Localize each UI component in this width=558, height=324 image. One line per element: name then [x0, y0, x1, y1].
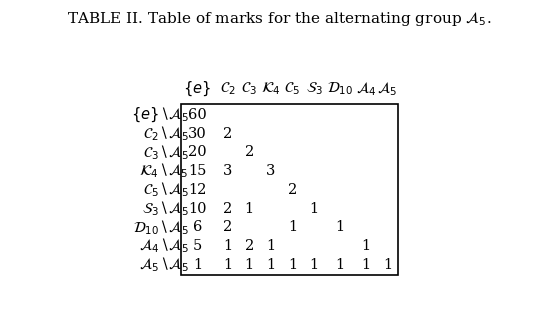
Text: 60: 60 [188, 108, 206, 122]
Text: $\mathcal{A}_4$: $\mathcal{A}_4$ [355, 80, 376, 98]
Text: 2: 2 [223, 127, 232, 141]
Text: $\{e\}\!\setminus\!\mathcal{A}_5$: $\{e\}\!\setminus\!\mathcal{A}_5$ [131, 106, 189, 124]
Text: 1: 1 [362, 239, 371, 253]
Text: 1: 1 [223, 258, 232, 272]
Text: 1: 1 [223, 239, 232, 253]
Text: 5: 5 [193, 239, 202, 253]
Text: 2: 2 [244, 145, 254, 159]
Text: 1: 1 [266, 239, 276, 253]
Text: $\mathcal{C}_3$: $\mathcal{C}_3$ [241, 80, 257, 97]
Text: 10: 10 [188, 202, 206, 215]
Text: 15: 15 [188, 164, 206, 178]
Text: $\mathcal{C}_5\!\setminus\!\mathcal{A}_5$: $\mathcal{C}_5\!\setminus\!\mathcal{A}_5… [143, 180, 189, 199]
Text: 30: 30 [188, 127, 206, 141]
Text: 1: 1 [288, 220, 297, 234]
Text: TABLE II. Table of marks for the alternating group $\mathcal{A}_5$.: TABLE II. Table of marks for the alterna… [67, 10, 491, 28]
Text: 1: 1 [310, 258, 319, 272]
Text: 1: 1 [244, 258, 254, 272]
Text: $\mathcal{C}_2\!\setminus\!\mathcal{A}_5$: $\mathcal{C}_2\!\setminus\!\mathcal{A}_5… [143, 124, 189, 143]
Text: 3: 3 [223, 164, 232, 178]
Text: 2: 2 [244, 239, 254, 253]
Text: $\mathcal{A}_4\!\setminus\!\mathcal{A}_5$: $\mathcal{A}_4\!\setminus\!\mathcal{A}_5… [138, 237, 189, 255]
Text: $\mathcal{K}_4$: $\mathcal{K}_4$ [261, 80, 281, 97]
Text: 6: 6 [193, 220, 202, 234]
Text: $\mathcal{C}_5$: $\mathcal{C}_5$ [285, 80, 301, 97]
Text: 12: 12 [188, 183, 206, 197]
Text: 20: 20 [188, 145, 206, 159]
Text: 1: 1 [335, 258, 345, 272]
Text: $\mathcal{D}_{10}\!\setminus\!\mathcal{A}_5$: $\mathcal{D}_{10}\!\setminus\!\mathcal{A… [133, 218, 189, 237]
Text: 2: 2 [223, 220, 232, 234]
Text: $\mathcal{S}_3\!\setminus\!\mathcal{A}_5$: $\mathcal{S}_3\!\setminus\!\mathcal{A}_5… [142, 199, 189, 218]
Text: $\mathcal{C}_2$: $\mathcal{C}_2$ [220, 80, 235, 97]
Text: $\mathcal{D}_{10}$: $\mathcal{D}_{10}$ [327, 80, 353, 97]
Text: 3: 3 [266, 164, 276, 178]
Bar [181, 104, 398, 275]
Text: $\{e\}$: $\{e\}$ [184, 80, 211, 98]
Text: 2: 2 [223, 202, 232, 215]
Text: 1: 1 [362, 258, 371, 272]
Text: $\mathcal{A}_5\!\setminus\!\mathcal{A}_5$: $\mathcal{A}_5\!\setminus\!\mathcal{A}_5… [138, 255, 189, 274]
Text: 1: 1 [310, 202, 319, 215]
Text: 1: 1 [193, 258, 202, 272]
Text: 1: 1 [266, 258, 276, 272]
Text: 1: 1 [244, 202, 254, 215]
Text: 1: 1 [383, 258, 392, 272]
Text: 1: 1 [288, 258, 297, 272]
Text: 1: 1 [335, 220, 345, 234]
Text: 2: 2 [288, 183, 297, 197]
Text: $\mathcal{A}_5$: $\mathcal{A}_5$ [377, 80, 398, 98]
Text: $\mathcal{K}_4\!\setminus\!\mathcal{A}_5$: $\mathcal{K}_4\!\setminus\!\mathcal{A}_5… [139, 162, 189, 180]
Text: $\mathcal{C}_3\!\setminus\!\mathcal{A}_5$: $\mathcal{C}_3\!\setminus\!\mathcal{A}_5… [143, 143, 189, 162]
Text: $\mathcal{S}_3$: $\mathcal{S}_3$ [306, 80, 323, 97]
